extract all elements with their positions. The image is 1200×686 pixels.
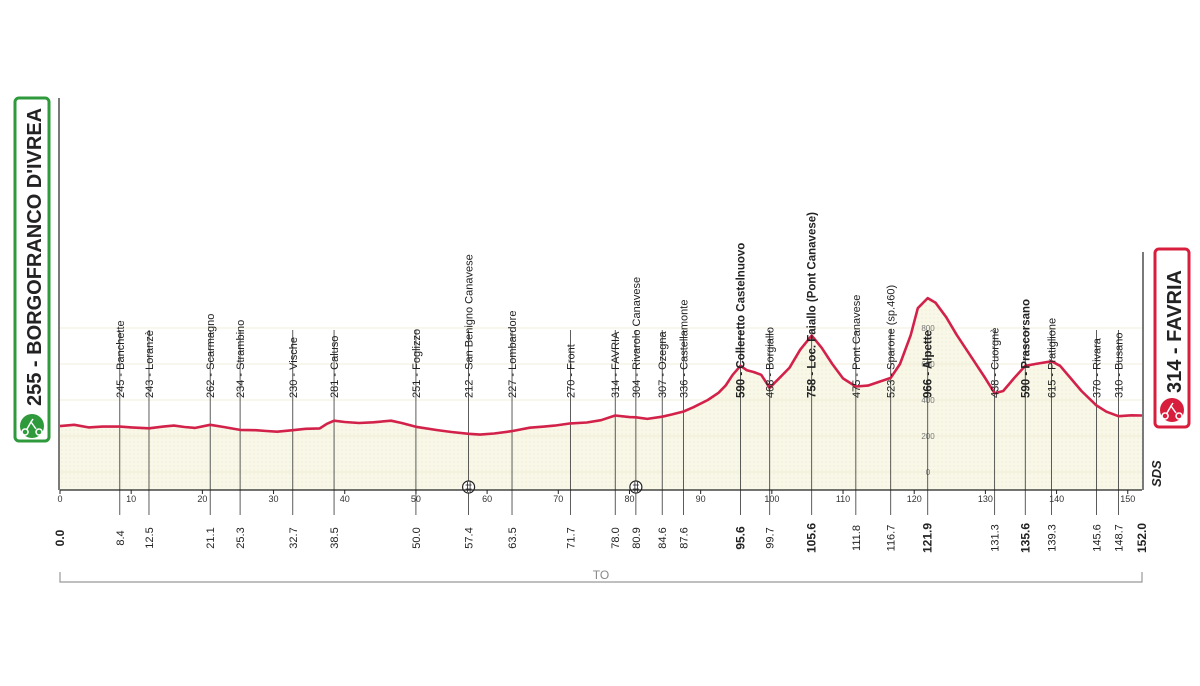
waypoint-km-label: 63.5 — [507, 527, 519, 548]
waypoint-label: 212 - San Benigno Canavese — [464, 254, 476, 398]
distance-tick-label: 60 — [482, 494, 492, 504]
start-label: 255 - BORGOFRANCO D'IVREA — [24, 108, 46, 406]
province-bracket-line — [59, 572, 1143, 583]
waypoint-km-label: 80.9 — [631, 527, 643, 548]
waypoint-label: 615 - Pratiglione — [1047, 318, 1059, 398]
waypoint-label: 281 - Caluso — [329, 336, 341, 398]
finish-banner: 314 - FAVRIA — [1153, 247, 1191, 429]
start-bike-icon — [21, 418, 43, 436]
finish-banner-box — [1153, 247, 1191, 429]
waypoint-km-label: 131.3 — [990, 524, 1002, 552]
waypoint-km-label: 50.0 — [411, 527, 423, 548]
distance-tick-label: 130 — [978, 494, 993, 504]
waypoint-label: 438 - Cuorgnè — [990, 328, 1002, 398]
sprint-grid-icon — [632, 482, 639, 492]
waypoint-label: 310 - Busano — [1114, 333, 1126, 398]
waypoint-label: 227 - Lombardore — [507, 311, 519, 398]
distance-tick-label: 100 — [764, 494, 779, 504]
waypoint-km-label: 111.8 — [851, 525, 863, 551]
waypoint-label: 304 - Rivarolo Canavese — [631, 277, 643, 398]
distance-tick-label: 110 — [836, 494, 850, 504]
distance-tick-label: 30 — [269, 494, 279, 504]
distance-tick-label: 70 — [553, 494, 563, 504]
waypoint-km-label: 87.6 — [679, 527, 691, 548]
waypoint-km-label: 0.0 — [53, 529, 67, 546]
waypoint-label: 758 - Loc. Faiallo (Pont Canavese) — [807, 212, 819, 398]
distance-tick-label: 0 — [57, 494, 62, 504]
waypoint-label: 468 - Borgiallo — [765, 327, 777, 398]
finish-label: 314 - FAVRIA — [1164, 270, 1186, 393]
distance-tick-label: 140 — [1049, 494, 1064, 504]
start-banner-box — [13, 96, 51, 443]
waypoint-km-label: 12.5 — [144, 527, 156, 548]
waypoint-labels: 245 - Banchette 243 - Loranzè 262 - Scarma… — [115, 212, 1126, 398]
waypoint-label: 230 - Vische — [288, 337, 300, 398]
waypoint-label: 307 - Ozegna — [657, 330, 669, 398]
profile-area — [60, 298, 1142, 490]
distance-tick-label: 90 — [696, 494, 706, 504]
waypoint-km-label: 78.0 — [610, 527, 622, 548]
distance-tick-label: 50 — [411, 494, 421, 504]
waypoint-km-label: 152.0 — [1135, 523, 1149, 553]
waypoint-km-label: 71.7 — [565, 527, 577, 548]
waypoint-label: 336 - Castellamonte — [679, 300, 691, 398]
waypoint-km-label: 32.7 — [288, 527, 300, 548]
altitude-tick-label: 800 — [921, 324, 935, 333]
waypoint-km-label: 8.4 — [115, 530, 127, 545]
waypoint-km-label: 121.9 — [921, 523, 935, 553]
waypoint-km-label: 21.1 — [205, 527, 217, 548]
altitude-tick-label: 0 — [926, 468, 931, 477]
waypoint-km-label: 38.5 — [329, 527, 341, 548]
waypoint-label: 523 - Sparone (sp.460) — [886, 285, 898, 398]
sprint-marker-icon — [461, 480, 476, 494]
waypoint-km-label: 105.6 — [805, 523, 819, 553]
waypoint-label: 251 - Foglizzo — [411, 329, 423, 398]
distance-tick-label: 120 — [907, 494, 922, 504]
brand-mark: SDS — [1149, 460, 1164, 487]
distance-tick-label: 20 — [197, 494, 207, 504]
waypoint-label: 590 - Prascorsano — [1020, 299, 1032, 398]
sprint-grid-icon — [465, 482, 472, 492]
waypoint-km-label: 95.6 — [734, 526, 748, 550]
waypoint-km-label: 148.7 — [1114, 524, 1126, 552]
waypoint-label: 270 - Front — [565, 344, 577, 398]
waypoint-km-label: 84.6 — [657, 527, 669, 548]
waypoint-km-label: 25.3 — [235, 527, 247, 548]
distance-tick-label: 150 — [1120, 494, 1135, 504]
profile-line — [59, 296, 1143, 436]
province-bracket: TO — [59, 568, 1143, 583]
waypoint-drop-lines — [119, 330, 1119, 515]
waypoint-km-label: 116.7 — [886, 525, 898, 552]
waypoint-label: 590 - Colleretto Castelnuovo — [736, 243, 748, 398]
distance-axis: 0 10 20 30 40 50 60 70 80 90 100 110 120 130 140 150 — [57, 489, 1142, 504]
waypoint-label: 314 - FAVRIA — [610, 331, 622, 398]
waypoint-label: 243 - Loranzè — [144, 330, 156, 398]
waypoint-label: 245 - Banchette — [115, 320, 127, 398]
start-icon — [20, 414, 44, 438]
distance-tick-label: 80 — [624, 494, 634, 504]
waypoint-km-label: 57.4 — [464, 527, 476, 548]
altitude-tick-label: 600 — [921, 360, 935, 369]
waypoint-km-labels: 0.0 152.0 8.4 12.5 21.1 25.3 32.7 38.5 50.0 57.4 6… — [53, 523, 1149, 553]
waypoint-km-label: 99.7 — [765, 527, 777, 548]
waypoint-km-label: 135.6 — [1018, 523, 1032, 553]
waypoint-km-label: 139.3 — [1047, 524, 1059, 552]
waypoint-label: 475 - Pont Canavese — [851, 295, 863, 398]
profile-area-fill — [60, 298, 1142, 490]
waypoint-km-label: 145.6 — [1091, 524, 1103, 552]
altitude-tick-label: 400 — [921, 396, 935, 405]
waypoint-label: 262 - Scarmagno — [205, 314, 217, 398]
altitude-tick-label: 200 — [921, 432, 935, 441]
start-banner: 255 - BORGOFRANCO D'IVREA — [13, 96, 51, 443]
waypoint-label: 370 - Rivara — [1091, 337, 1103, 398]
province-label: TO — [593, 568, 609, 582]
finish-bike-icon — [1161, 402, 1183, 420]
finish-icon — [1160, 398, 1184, 422]
waypoint-label: 234 - Strambino — [235, 320, 247, 398]
distance-tick-label: 10 — [126, 494, 136, 504]
sprint-marker-icon — [629, 480, 643, 494]
waypoint-label: 966 - Alpette — [923, 330, 935, 398]
distance-tick-label: 40 — [340, 494, 350, 504]
